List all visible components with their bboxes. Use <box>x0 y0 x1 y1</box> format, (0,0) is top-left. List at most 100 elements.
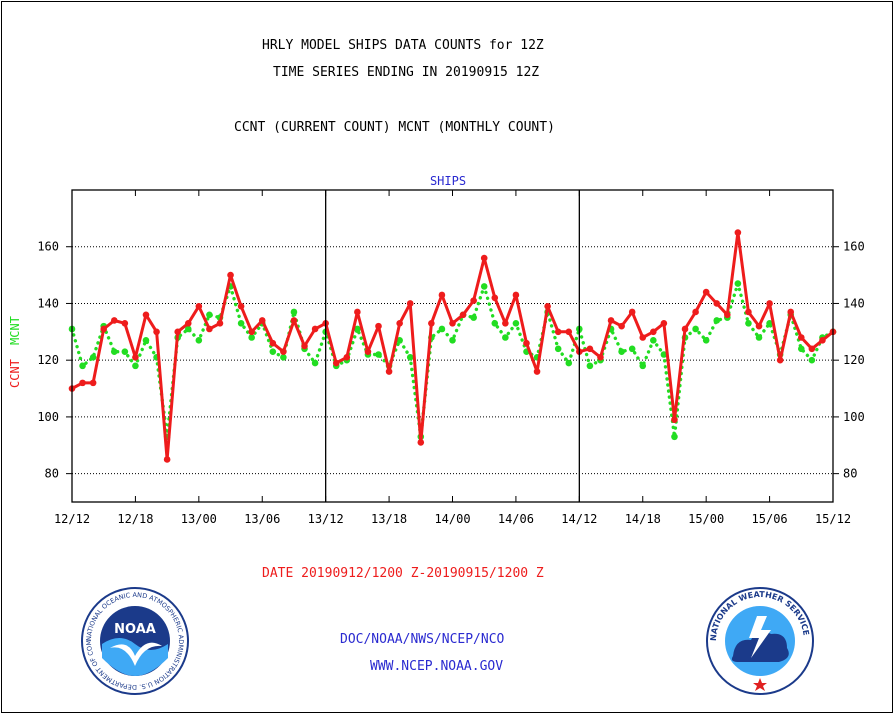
data-point-ccnt <box>248 328 255 336</box>
data-point-mcnt <box>280 354 287 361</box>
data-point-ccnt <box>565 328 573 336</box>
data-point-ccnt <box>280 348 287 355</box>
chart-heading-line2: TIME SERIES ENDING IN 20190915 12Z <box>273 65 540 80</box>
data-point-mcnt <box>702 337 710 344</box>
data-point-ccnt <box>639 334 647 341</box>
data-point-ccnt <box>713 300 721 307</box>
grid-layer <box>72 246 833 475</box>
y-tick-label-left-160: 160 <box>37 240 59 254</box>
agency-path-label: DOC/NOAA/NWS/NCEP/NCO <box>340 632 505 647</box>
data-point-ccnt <box>174 328 181 336</box>
data-point-ccnt <box>523 339 530 347</box>
y-tick-label-right-140: 140 <box>843 296 865 310</box>
x-tick-label-12-18: 12/18 <box>117 512 153 526</box>
data-point-ccnt <box>491 294 499 302</box>
data-point-ccnt <box>586 345 594 353</box>
data-point-ccnt <box>618 322 625 330</box>
data-point-mcnt <box>195 337 203 344</box>
data-point-mcnt <box>311 359 319 367</box>
data-point-mcnt <box>618 348 625 355</box>
data-point-ccnt <box>269 339 277 347</box>
data-point-ccnt <box>301 342 308 350</box>
data-point-ccnt <box>502 320 509 327</box>
data-point-mcnt <box>79 362 86 370</box>
data-point-ccnt <box>375 322 382 330</box>
data-point-mcnt <box>766 320 773 327</box>
data-point-ccnt <box>206 325 213 333</box>
data-point-mcnt <box>396 337 403 344</box>
data-point-ccnt <box>607 317 615 324</box>
data-point-mcnt <box>660 351 668 358</box>
y-tick-label-left-140: 140 <box>37 296 59 310</box>
x-tick-label-13-18: 13/18 <box>371 512 407 526</box>
data-point-ccnt <box>650 328 657 336</box>
data-point-mcnt <box>713 317 721 324</box>
data-point-ccnt <box>237 302 245 310</box>
data-point-ccnt <box>671 416 678 424</box>
chart-title: SHIPS <box>430 174 466 188</box>
data-point-mcnt <box>290 308 298 316</box>
data-point-ccnt <box>681 325 689 333</box>
y-tick-label-left-120: 120 <box>37 353 59 367</box>
data-point-ccnt <box>470 297 477 304</box>
data-point-mcnt <box>671 433 678 441</box>
data-point-ccnt <box>808 345 816 353</box>
data-point-mcnt <box>354 325 361 333</box>
data-point-mcnt <box>470 314 477 321</box>
data-point-mcnt <box>808 356 816 364</box>
y-tick-label-right-120: 120 <box>843 353 865 367</box>
x-tick-label-13-06: 13/06 <box>244 512 280 526</box>
data-point-ccnt <box>417 439 425 446</box>
data-point-ccnt <box>195 302 203 310</box>
x-tick-label-14-18: 14/18 <box>625 512 661 526</box>
data-point-ccnt <box>385 368 393 375</box>
data-point-mcnt <box>132 362 139 370</box>
series-line-ccnt <box>71 231 834 461</box>
data-point-ccnt <box>110 317 118 324</box>
data-point-ccnt <box>332 359 340 367</box>
axis-layer: 80 80 100 100 120 120 140 140 160 160 12/12 12/18 13… <box>37 189 865 526</box>
data-point-ccnt <box>343 354 351 361</box>
data-point-ccnt <box>797 334 805 341</box>
y-axis-label-ccnt: CCNT <box>8 359 22 388</box>
x-tick-label-12-12: 12/12 <box>54 512 90 526</box>
data-point-ccnt <box>544 302 551 310</box>
x-tick-label-14-00: 14/00 <box>434 512 470 526</box>
data-point-ccnt <box>480 254 488 262</box>
data-point-ccnt <box>554 328 562 336</box>
chart-heading-line3: CCNT (CURRENT COUNT) MCNT (MONTHLY COUNT… <box>234 120 555 135</box>
data-point-mcnt <box>406 354 414 361</box>
data-point-ccnt <box>153 328 160 336</box>
data-point-mcnt <box>512 320 520 327</box>
x-tick-label-15-12: 15/12 <box>815 512 851 526</box>
y-tick-label-right-160: 160 <box>843 240 865 254</box>
data-point-ccnt <box>216 320 224 327</box>
data-point-ccnt <box>100 325 108 333</box>
data-point-mcnt <box>248 334 255 341</box>
website-link[interactable]: WWW.NCEP.NOAA.GOV <box>370 659 504 674</box>
data-point-ccnt <box>290 317 298 324</box>
series-layer <box>68 229 837 463</box>
data-point-ccnt <box>142 311 150 319</box>
data-point-ccnt <box>258 317 266 324</box>
data-point-mcnt <box>639 362 647 370</box>
data-point-mcnt <box>110 348 118 355</box>
data-point-mcnt <box>269 348 277 355</box>
data-point-ccnt <box>734 229 742 236</box>
data-point-ccnt <box>628 308 636 316</box>
data-point-mcnt <box>375 351 382 358</box>
data-point-mcnt <box>755 334 763 341</box>
data-point-ccnt <box>438 291 446 299</box>
data-point-ccnt <box>227 271 234 279</box>
data-point-ccnt <box>819 337 826 344</box>
data-point-mcnt <box>121 348 129 355</box>
data-point-ccnt <box>660 320 668 327</box>
date-range-label: DATE 20190912/1200 Z-20190915/1200 Z <box>262 566 544 581</box>
data-point-ccnt <box>724 311 731 319</box>
data-point-ccnt <box>533 368 541 375</box>
plot-area-border <box>71 189 834 503</box>
data-point-mcnt <box>438 325 446 333</box>
data-point-ccnt <box>121 320 129 327</box>
nws-logo-icon: NATIONAL WEATHER SERVICE <box>706 587 814 695</box>
